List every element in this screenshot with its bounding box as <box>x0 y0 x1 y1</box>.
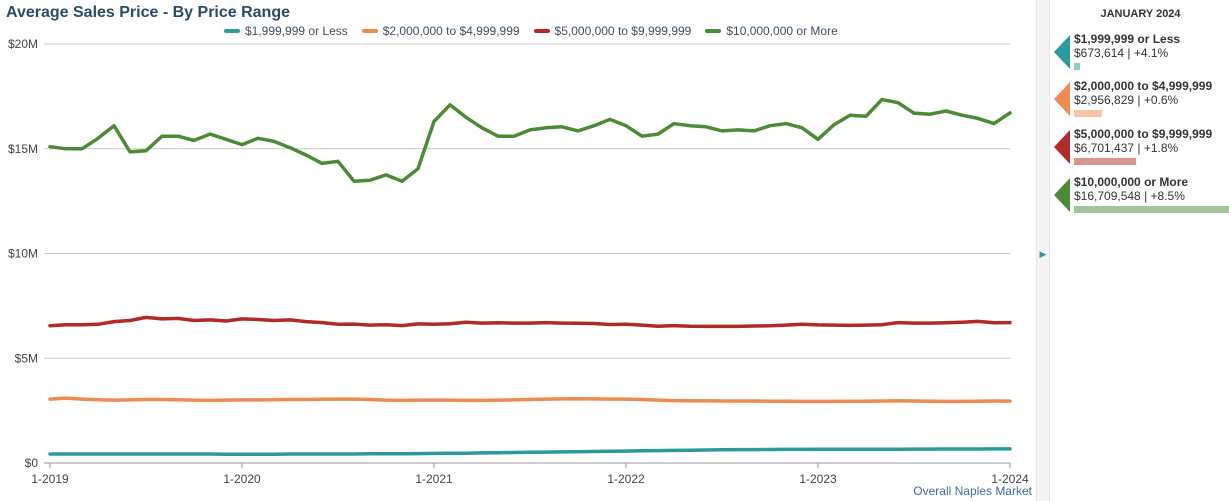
side-panel: JANUARY 2024 $1,999,999 or Less $673,614… <box>1052 0 1229 501</box>
legend-swatch <box>705 29 722 33</box>
chart-legend: $1,999,999 or Less $2,000,000 to $4,999,… <box>224 24 838 38</box>
line-chart: $0 $5M $10M $15M $20M 1-2019 1-2020 1-2021 1-202… <box>8 37 1029 486</box>
legend-label: $5,000,000 to $9,999,999 <box>554 24 692 38</box>
arrow-left-icon <box>1054 35 1070 69</box>
footer-note: Overall Naples Market <box>913 484 1032 498</box>
arrow-left-icon <box>1054 178 1070 212</box>
x-tick-label: 1-2022 <box>607 472 645 486</box>
x-tick-label: 1-2019 <box>31 472 69 486</box>
panel-item-value: $16,709,548 | +8.5% <box>1074 189 1185 203</box>
panel-month: JANUARY 2024 <box>1100 8 1181 20</box>
legend-swatch <box>224 29 240 33</box>
panel-item-name: $1,999,999 or Less <box>1074 32 1181 46</box>
panel-item-2m-5m[interactable]: $2,000,000 to $4,999,999 $2,956,829 | +0… <box>1052 79 1229 125</box>
panel-divider <box>1036 0 1050 501</box>
y-tick-label: $15M <box>8 142 38 156</box>
legend-item-under-2m[interactable]: $1,999,999 or Less <box>224 24 348 38</box>
panel-item-bar <box>1074 158 1136 165</box>
x-tick-label: 1-2023 <box>799 472 837 486</box>
chart-area: Average Sales Price - By Price Range $1,… <box>6 4 1032 498</box>
legend-swatch <box>361 29 378 33</box>
chart-title: Average Sales Price - By Price Range <box>6 4 290 21</box>
panel-item-value: $6,701,437 | +1.8% <box>1074 141 1179 155</box>
chevron-right-icon[interactable]: ▶ <box>1039 249 1047 259</box>
legend-label: $2,000,000 to $4,999,999 <box>382 24 520 38</box>
legend-label: $1,999,999 or Less <box>245 24 348 38</box>
panel-item-5m-10m[interactable]: $5,000,000 to $9,999,999 $6,701,437 | +1… <box>1052 127 1229 173</box>
series-line-3 <box>48 97 1012 183</box>
legend-item-over-10m[interactable]: $10,000,000 or More <box>705 24 838 38</box>
x-tick-label: 1-2020 <box>223 472 261 486</box>
series-line-2 <box>48 315 1012 329</box>
panel-item-over-10m[interactable]: $10,000,000 or More $16,709,548 | +8.5% <box>1052 175 1229 221</box>
panel-item-name: $2,000,000 to $4,999,999 <box>1074 79 1213 93</box>
panel-item-bar <box>1074 110 1102 117</box>
y-tick-label: $10M <box>8 247 38 261</box>
arrow-left-icon <box>1054 82 1070 116</box>
panel-item-value: $2,956,829 | +0.6% <box>1074 93 1179 107</box>
y-tick-label: $5M <box>15 351 38 365</box>
y-tick-label: $20M <box>8 37 38 51</box>
panel-item-under-2m[interactable]: $1,999,999 or Less $673,614 | +4.1% <box>1052 32 1229 78</box>
legend-swatch <box>533 29 550 33</box>
x-tick-label: 1-2024 <box>991 472 1029 486</box>
y-tick-label: $0 <box>25 456 39 470</box>
legend-label: $10,000,000 or More <box>726 24 838 38</box>
arrow-left-icon <box>1054 130 1070 164</box>
panel-item-name: $5,000,000 to $9,999,999 <box>1074 127 1213 141</box>
panel-item-bar <box>1074 63 1081 70</box>
legend-item-5m-10m[interactable]: $5,000,000 to $9,999,999 <box>533 24 692 38</box>
series-line-1 <box>48 396 1012 404</box>
panel-item-name: $10,000,000 or More <box>1074 175 1189 189</box>
panel-item-bar <box>1074 206 1229 213</box>
x-tick-label: 1-2021 <box>415 472 453 486</box>
legend-item-2m-5m[interactable]: $2,000,000 to $4,999,999 <box>361 24 520 38</box>
panel-item-value: $673,614 | +4.1% <box>1074 46 1169 60</box>
series-line-0 <box>48 447 1012 456</box>
